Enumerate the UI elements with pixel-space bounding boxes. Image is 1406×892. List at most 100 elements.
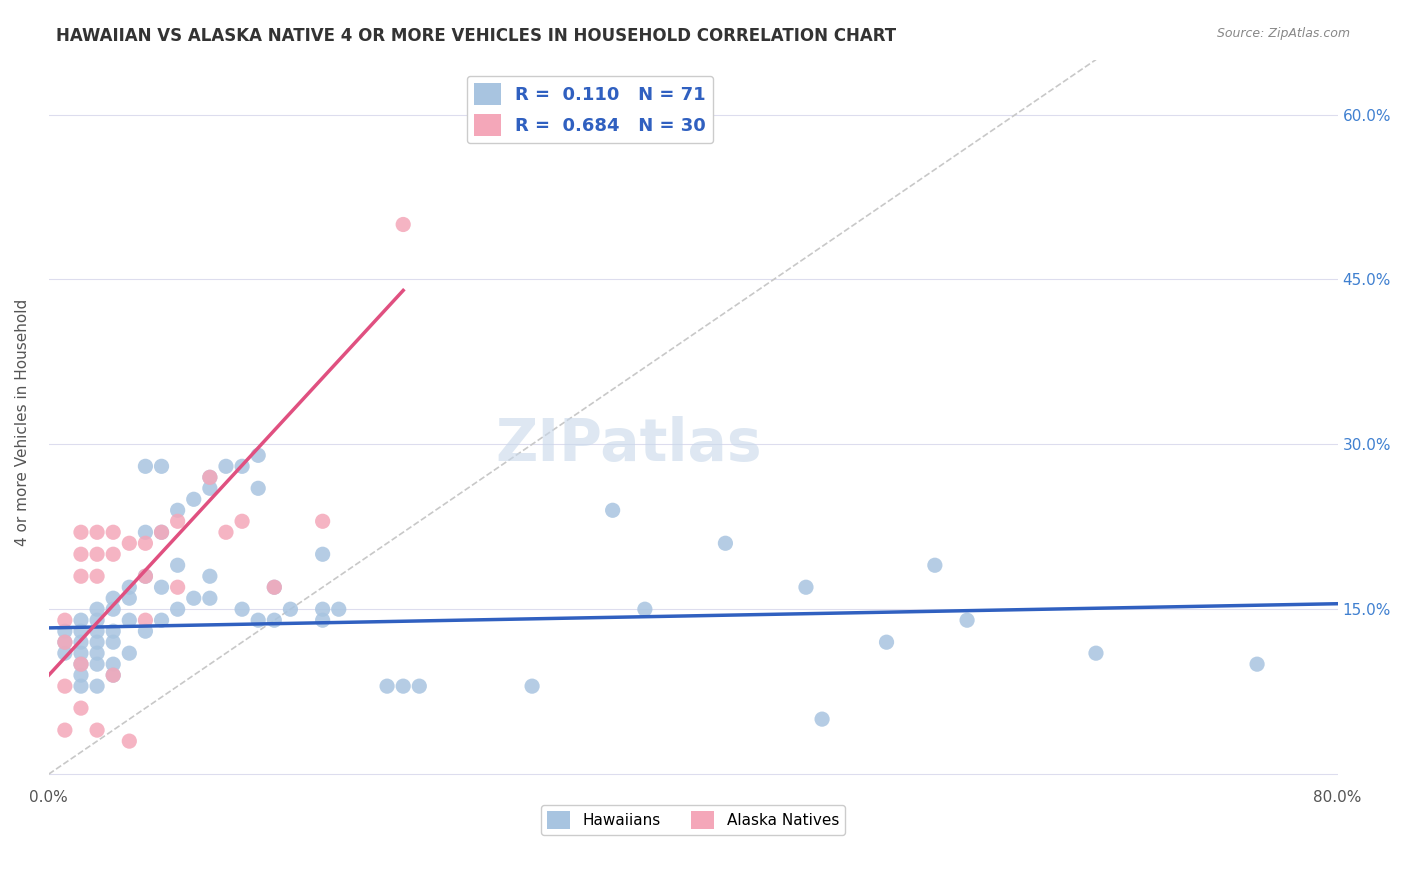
Point [150, 525, 173, 540]
Point [876, 635, 898, 649]
Point [198, 470, 221, 484]
Point [70, 701, 93, 715]
Point [134, 613, 156, 627]
Point [86, 723, 108, 738]
Point [118, 734, 141, 748]
Point [53, 646, 76, 660]
Point [311, 547, 333, 561]
Point [198, 569, 221, 583]
Point [150, 580, 173, 594]
Point [134, 525, 156, 540]
Point [263, 613, 285, 627]
Point [280, 602, 302, 616]
Point [86, 525, 108, 540]
Text: Source: ZipAtlas.com: Source: ZipAtlas.com [1216, 27, 1350, 40]
Point [86, 646, 108, 660]
Point [183, 591, 205, 606]
Point [134, 536, 156, 550]
Point [70, 657, 93, 672]
Point [103, 591, 125, 606]
Point [198, 470, 221, 484]
Point [134, 459, 156, 474]
Point [70, 635, 93, 649]
Point [198, 591, 221, 606]
Point [86, 602, 108, 616]
Point [166, 514, 188, 528]
Point [150, 525, 173, 540]
Legend: Hawaiians, Alaska Natives: Hawaiians, Alaska Natives [541, 805, 845, 836]
Point [70, 569, 93, 583]
Text: ZIPatlas: ZIPatlas [495, 416, 762, 473]
Point [183, 492, 205, 507]
Point [924, 558, 946, 573]
Point [70, 613, 93, 627]
Point [53, 723, 76, 738]
Point [231, 514, 253, 528]
Point [103, 668, 125, 682]
Point [53, 635, 76, 649]
Point [53, 635, 76, 649]
Point [166, 580, 188, 594]
Point [166, 558, 188, 573]
Point [103, 602, 125, 616]
Point [70, 668, 93, 682]
Y-axis label: 4 or more Vehicles in Household: 4 or more Vehicles in Household [15, 299, 30, 546]
Point [86, 635, 108, 649]
Point [520, 679, 543, 693]
Point [602, 503, 624, 517]
Point [956, 613, 979, 627]
Point [247, 481, 270, 495]
Point [86, 624, 108, 639]
Point [375, 679, 398, 693]
Point [53, 613, 76, 627]
Point [150, 459, 173, 474]
Point [134, 569, 156, 583]
Point [166, 503, 188, 517]
Point [86, 679, 108, 693]
Point [215, 459, 238, 474]
Point [408, 679, 430, 693]
Point [70, 657, 93, 672]
Point [634, 602, 657, 616]
Point [103, 668, 125, 682]
Point [134, 569, 156, 583]
Point [70, 646, 93, 660]
Point [86, 657, 108, 672]
Point [198, 481, 221, 495]
Point [118, 536, 141, 550]
Text: HAWAIIAN VS ALASKA NATIVE 4 OR MORE VEHICLES IN HOUSEHOLD CORRELATION CHART: HAWAIIAN VS ALASKA NATIVE 4 OR MORE VEHI… [56, 27, 897, 45]
Point [70, 547, 93, 561]
Point [1246, 657, 1268, 672]
Point [103, 657, 125, 672]
Point [794, 580, 817, 594]
Point [1084, 646, 1107, 660]
Point [70, 624, 93, 639]
Point [118, 646, 141, 660]
Point [53, 624, 76, 639]
Point [134, 624, 156, 639]
Point [118, 613, 141, 627]
Point [103, 635, 125, 649]
Point [247, 448, 270, 462]
Point [263, 580, 285, 594]
Point [70, 679, 93, 693]
Point [150, 613, 173, 627]
Point [231, 459, 253, 474]
Point [215, 525, 238, 540]
Point [70, 525, 93, 540]
Point [86, 613, 108, 627]
Point [811, 712, 834, 726]
Point [103, 547, 125, 561]
Point [166, 602, 188, 616]
Point [328, 602, 350, 616]
Point [311, 514, 333, 528]
Point [118, 591, 141, 606]
Point [263, 580, 285, 594]
Point [86, 569, 108, 583]
Point [311, 602, 333, 616]
Point [311, 613, 333, 627]
Point [103, 525, 125, 540]
Point [231, 602, 253, 616]
Point [103, 624, 125, 639]
Point [118, 580, 141, 594]
